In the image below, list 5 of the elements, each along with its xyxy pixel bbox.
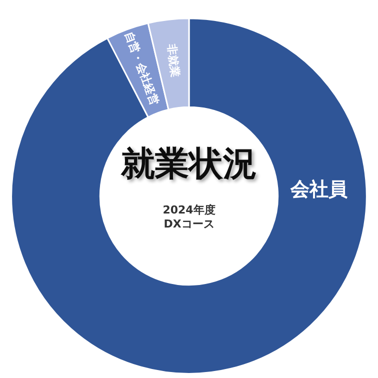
- slice-label: 自営・会社経営: [122, 30, 162, 107]
- text: 2024年度 DXコース: [162, 204, 216, 230]
- slice-label: 非就業: [164, 42, 182, 78]
- slice-label: 会社員: [290, 178, 348, 200]
- text: 就業状況: [120, 144, 257, 184]
